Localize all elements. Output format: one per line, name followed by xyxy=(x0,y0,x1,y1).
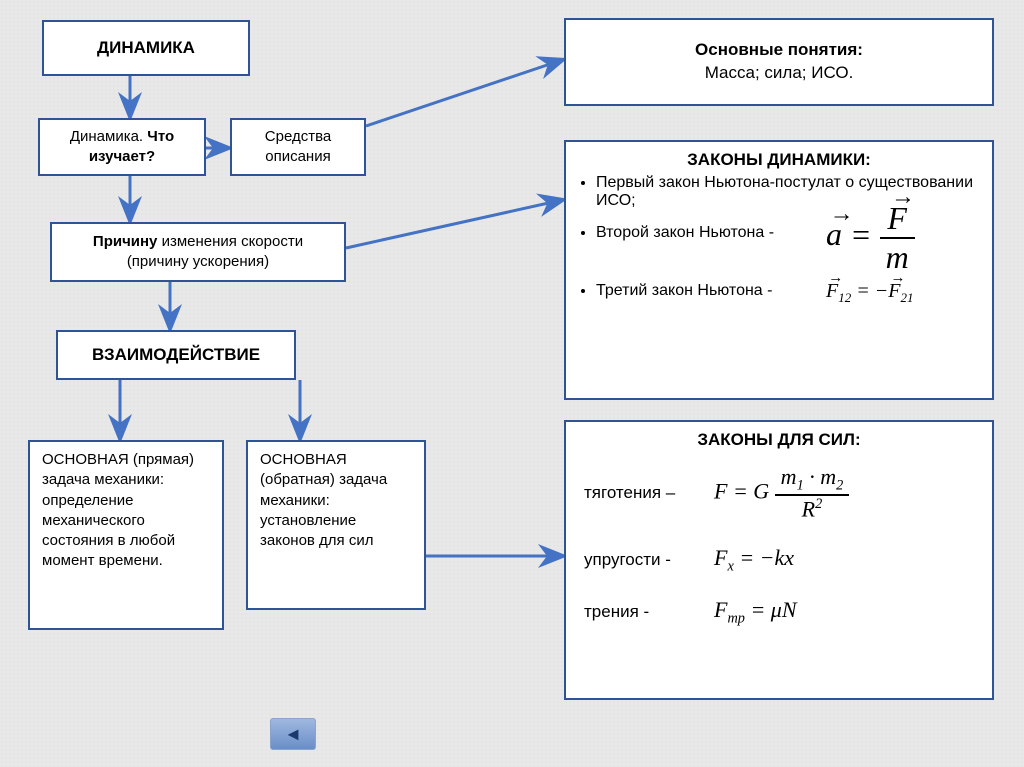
formula-newton2: a = Fm xyxy=(826,200,915,276)
text-direct: ОСНОВНАЯ (прямая) задача механики: опред… xyxy=(42,451,194,569)
box-direct-task: ОСНОВНАЯ (прямая) задача механики: опред… xyxy=(28,440,224,630)
text-reason-bold: Причину xyxy=(93,233,158,250)
text-concepts-title: Основные понятия: xyxy=(695,39,863,62)
label-friction: трения - xyxy=(584,602,714,622)
box-interaction: ВЗАИМОДЕЙСТВИЕ xyxy=(56,330,296,380)
text-ws-prefix: Динамика. xyxy=(70,128,147,145)
formula-elastic: Fx = −kx xyxy=(714,545,794,575)
formula-newton3: F12 = −F21 xyxy=(826,280,913,306)
row-friction: трения - Fтр = μN xyxy=(584,597,974,627)
box-laws: ЗАКОНЫ ДИНАМИКИ: Первый закон Ньютона-по… xyxy=(564,140,994,400)
text-means: Средства описания xyxy=(244,127,352,168)
laws-list: Первый закон Ньютона-постулат о существо… xyxy=(578,174,980,300)
box-dynamics: ДИНАМИКА xyxy=(42,20,250,76)
text-dynamics: ДИНАМИКА xyxy=(97,38,195,58)
label-elastic: упругости - xyxy=(584,550,714,570)
box-inverse-task: ОСНОВНАЯ (обратная) задача механики: уст… xyxy=(246,440,426,610)
text-inverse: ОСНОВНАЯ (обратная) задача механики: уст… xyxy=(260,451,387,549)
text-concepts-body: Масса; сила; ИСО. xyxy=(705,62,854,85)
box-forces: ЗАКОНЫ ДЛЯ СИЛ: тяготения – F = G m1 · m… xyxy=(564,420,994,700)
row-gravity: тяготения – F = G m1 · m2R2 xyxy=(584,464,974,523)
back-icon: ◄ xyxy=(284,724,302,745)
row-elastic: упругости - Fx = −kx xyxy=(584,545,974,575)
law2: Второй закон Ньютона - a = Fm xyxy=(596,224,980,242)
box-reason: Причину изменения скорости (причину уско… xyxy=(50,222,346,282)
text-laws-title: ЗАКОНЫ ДИНАМИКИ: xyxy=(578,150,980,170)
box-what-studies: Динамика. Что изучает? xyxy=(38,118,206,176)
formula-gravity: F = G m1 · m2R2 xyxy=(714,464,849,523)
formula-friction: Fтр = μN xyxy=(714,597,797,627)
box-concepts: Основные понятия: Масса; сила; ИСО. xyxy=(564,18,994,106)
law3: Третий закон Ньютона - F12 = −F21 xyxy=(596,282,980,300)
label-gravity: тяготения – xyxy=(584,483,714,503)
back-button[interactable]: ◄ xyxy=(270,718,316,750)
text-forces-title: ЗАКОНЫ ДЛЯ СИЛ: xyxy=(578,430,980,450)
text-interaction: ВЗАИМОДЕЙСТВИЕ xyxy=(92,345,260,365)
box-means: Средства описания xyxy=(230,118,366,176)
law1: Первый закон Ньютона-постулат о существо… xyxy=(596,174,980,210)
